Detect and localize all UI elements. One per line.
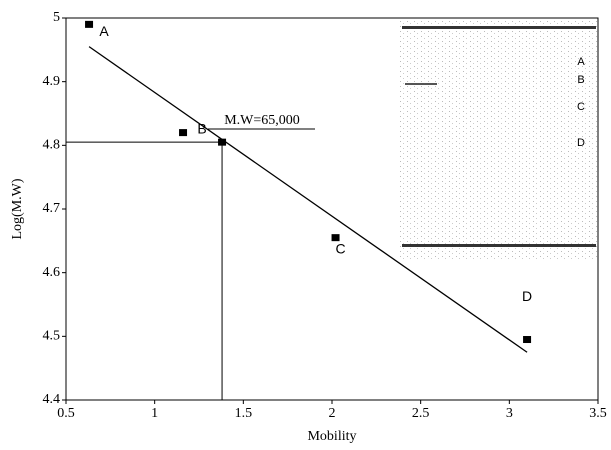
chart: Mobility Log(M.W) 0.5 1 1.5 2 2.5 3 3.5 4.4 4.5 4… [0, 0, 611, 450]
gel-label: C [577, 101, 585, 113]
page: Mobility Log(M.W) 0.5 1 1.5 2 2.5 3 3.5 4.4 4.5 4… [0, 0, 611, 450]
point [85, 21, 93, 28]
y-tick-label: 5 [53, 10, 60, 25]
y-tick-label: 4.8 [43, 138, 61, 153]
x-tick-label: 1 [151, 406, 158, 421]
x-axis-label: Mobility [307, 429, 356, 444]
y-tick-label: 4.9 [43, 74, 61, 89]
point-label: A [99, 23, 109, 39]
gel-label: A [577, 56, 585, 68]
point-label: B [197, 120, 206, 136]
y-tick-label: 4.6 [43, 265, 61, 280]
y-axis-label: Log(M.W) [10, 178, 25, 239]
x-tick-label: 1.5 [235, 406, 253, 421]
reference-label: M.W=65,000 [224, 113, 300, 128]
y-tick-label: 4.5 [43, 329, 61, 344]
x-tick-label: 3 [506, 406, 513, 421]
point-label: C [335, 240, 345, 256]
gel-image [400, 20, 597, 260]
gel-label: D [577, 137, 585, 149]
point-label: D [522, 288, 532, 304]
x-tick-label: 2.5 [412, 406, 430, 421]
x-tick-label: 3.5 [589, 406, 607, 421]
point [179, 129, 187, 136]
y-tick-label: 4.7 [43, 201, 61, 216]
point [218, 139, 226, 146]
x-tick-label: 0.5 [57, 406, 75, 421]
x-tick-label: 2 [329, 406, 336, 421]
point [523, 336, 531, 343]
y-tick-label: 4.4 [43, 392, 61, 407]
gel-label: B [577, 74, 584, 86]
